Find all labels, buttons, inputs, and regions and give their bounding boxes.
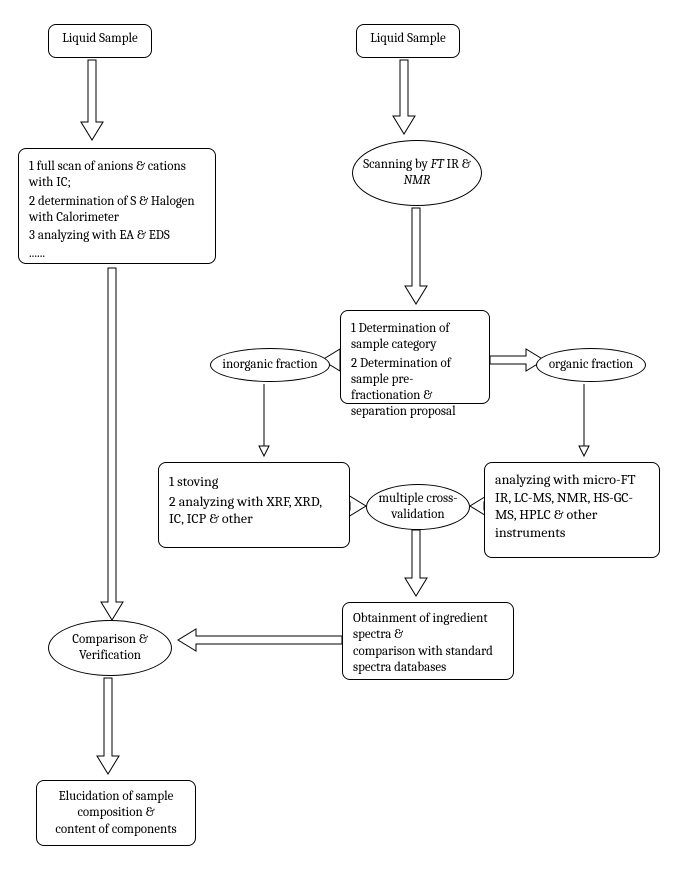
node-organic: organic fraction	[536, 348, 646, 382]
node-text: Elucidation of sample composition &conte…	[55, 789, 176, 837]
arrow-a1	[81, 60, 103, 140]
node-text: Liquid Sample	[370, 31, 446, 46]
arrow-a13	[97, 678, 119, 774]
arrow-a12	[178, 629, 342, 651]
node-text-line: 1 full scan of anions & cations with IC;	[29, 159, 205, 192]
node-text-line: 2 analyzing with XRF, XRD, IC, ICP & oth…	[169, 493, 339, 528]
node-analyze_org: analyzing with micro-FT IR, LC-MS, NMR, …	[484, 462, 660, 558]
node-obtain: Obtainment of ingredient spectra &compar…	[342, 602, 514, 680]
node-left_sample: Liquid Sample	[48, 24, 152, 58]
arrow-a11	[405, 530, 427, 596]
arrow-a8	[579, 384, 589, 456]
node-text-line: 2 determination of S & Halogen with Calo…	[29, 194, 205, 227]
node-stoving: 1 stoving 2 analyzing with XRF, XRD, IC, …	[158, 462, 350, 548]
node-scanning: Scanning by FT IR &NMR	[352, 140, 482, 206]
node-determination: 1 Determination of sample category2 Dete…	[340, 310, 490, 404]
arrow-a2	[393, 60, 415, 134]
node-cross: multiple cross-validation	[366, 484, 470, 530]
node-text-line: 1 stoving	[169, 473, 339, 491]
node-text-line: 3 analyzing with EA & EDS	[29, 228, 205, 244]
node-inorganic: inorganic fraction	[210, 348, 330, 382]
node-text: inorganic fraction	[222, 357, 317, 373]
node-text: Scanning by FT IR &NMR	[363, 157, 470, 190]
node-left_methods: 1 full scan of anions & cations with IC;…	[18, 148, 216, 264]
node-text: Comparison & Verification	[57, 632, 163, 665]
node-text-line: 1 Determination of sample category	[351, 321, 479, 354]
arrow-layer	[0, 0, 683, 890]
node-text: Liquid Sample	[62, 31, 138, 46]
arrow-a4	[405, 208, 427, 304]
node-text-line: ......	[29, 246, 205, 262]
node-text-line: 2 Determination of sample pre-fractionat…	[351, 356, 479, 421]
node-elucidate: Elucidation of sample composition &conte…	[36, 780, 196, 846]
arrow-a9	[348, 495, 366, 517]
flowchart-canvas: Liquid Sample Liquid Sample 1 full scan of…	[0, 0, 683, 890]
node-text: analyzing with micro-FT IR, LC-MS, NMR, …	[495, 471, 636, 541]
arrow-a7	[259, 384, 269, 456]
node-right_sample: Liquid Sample	[356, 24, 460, 58]
node-compare: Comparison & Verification	[48, 620, 172, 676]
node-text: Obtainment of ingredient spectra &compar…	[353, 611, 493, 675]
node-text: organic fraction	[549, 357, 633, 373]
node-text: multiple cross-validation	[375, 491, 461, 524]
arrow-a3	[101, 268, 123, 620]
